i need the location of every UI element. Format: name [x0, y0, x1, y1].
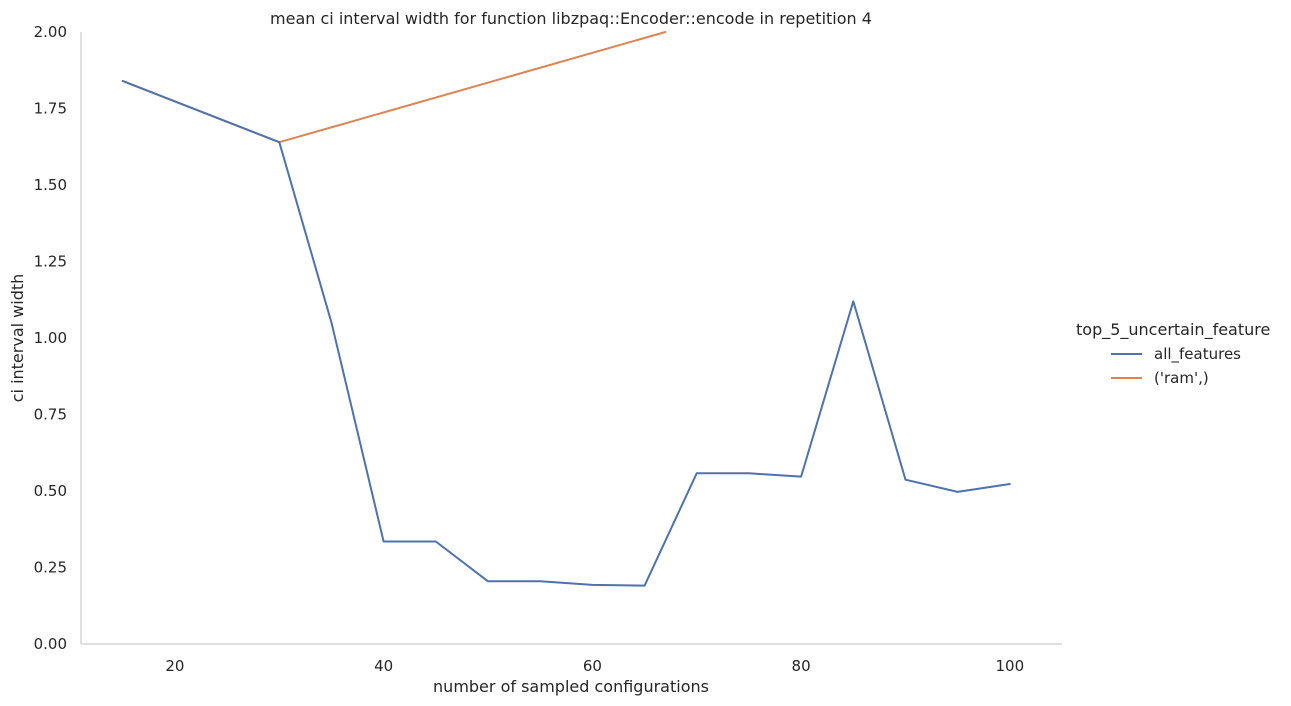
- legend-label: all_features: [1154, 345, 1241, 364]
- legend: top_5_uncertain_feature all_features ('ra…: [1076, 320, 1270, 387]
- axes: [80, 32, 1062, 645]
- y-tick-label: 1.00: [34, 329, 67, 347]
- series-line-1: [121, 31, 667, 144]
- x-tick-label: 60: [583, 657, 602, 675]
- x-axis-label: number of sampled configurations: [433, 677, 709, 696]
- y-axis-label: ci interval width: [8, 274, 27, 403]
- y-tick-label: 0.75: [34, 406, 67, 424]
- x-axis-ticks: 20 40 60 80 100: [165, 657, 1024, 675]
- series-line-0: [121, 80, 1011, 587]
- y-tick-label: 0.25: [34, 559, 67, 577]
- y-tick-label: 0.00: [34, 635, 67, 653]
- y-tick-label: 2.00: [34, 23, 67, 41]
- x-tick-label: 100: [995, 657, 1024, 675]
- x-tick-label: 40: [374, 657, 393, 675]
- chart-title: mean ci interval width for function libz…: [270, 9, 872, 28]
- y-tick-label: 1.75: [34, 100, 67, 118]
- x-tick-label: 80: [792, 657, 811, 675]
- y-tick-label: 1.50: [34, 176, 67, 194]
- x-tick-label: 20: [165, 657, 184, 675]
- y-tick-label: 1.25: [34, 253, 67, 271]
- legend-title: top_5_uncertain_feature: [1076, 320, 1270, 340]
- plot-area: [121, 31, 1011, 587]
- y-axis-ticks: 0.00 0.25 0.50 0.75 1.00 1.25 1.50 1.75 2.00: [34, 23, 67, 653]
- legend-label: ('ram',): [1154, 369, 1209, 387]
- y-tick-label: 0.50: [34, 482, 67, 500]
